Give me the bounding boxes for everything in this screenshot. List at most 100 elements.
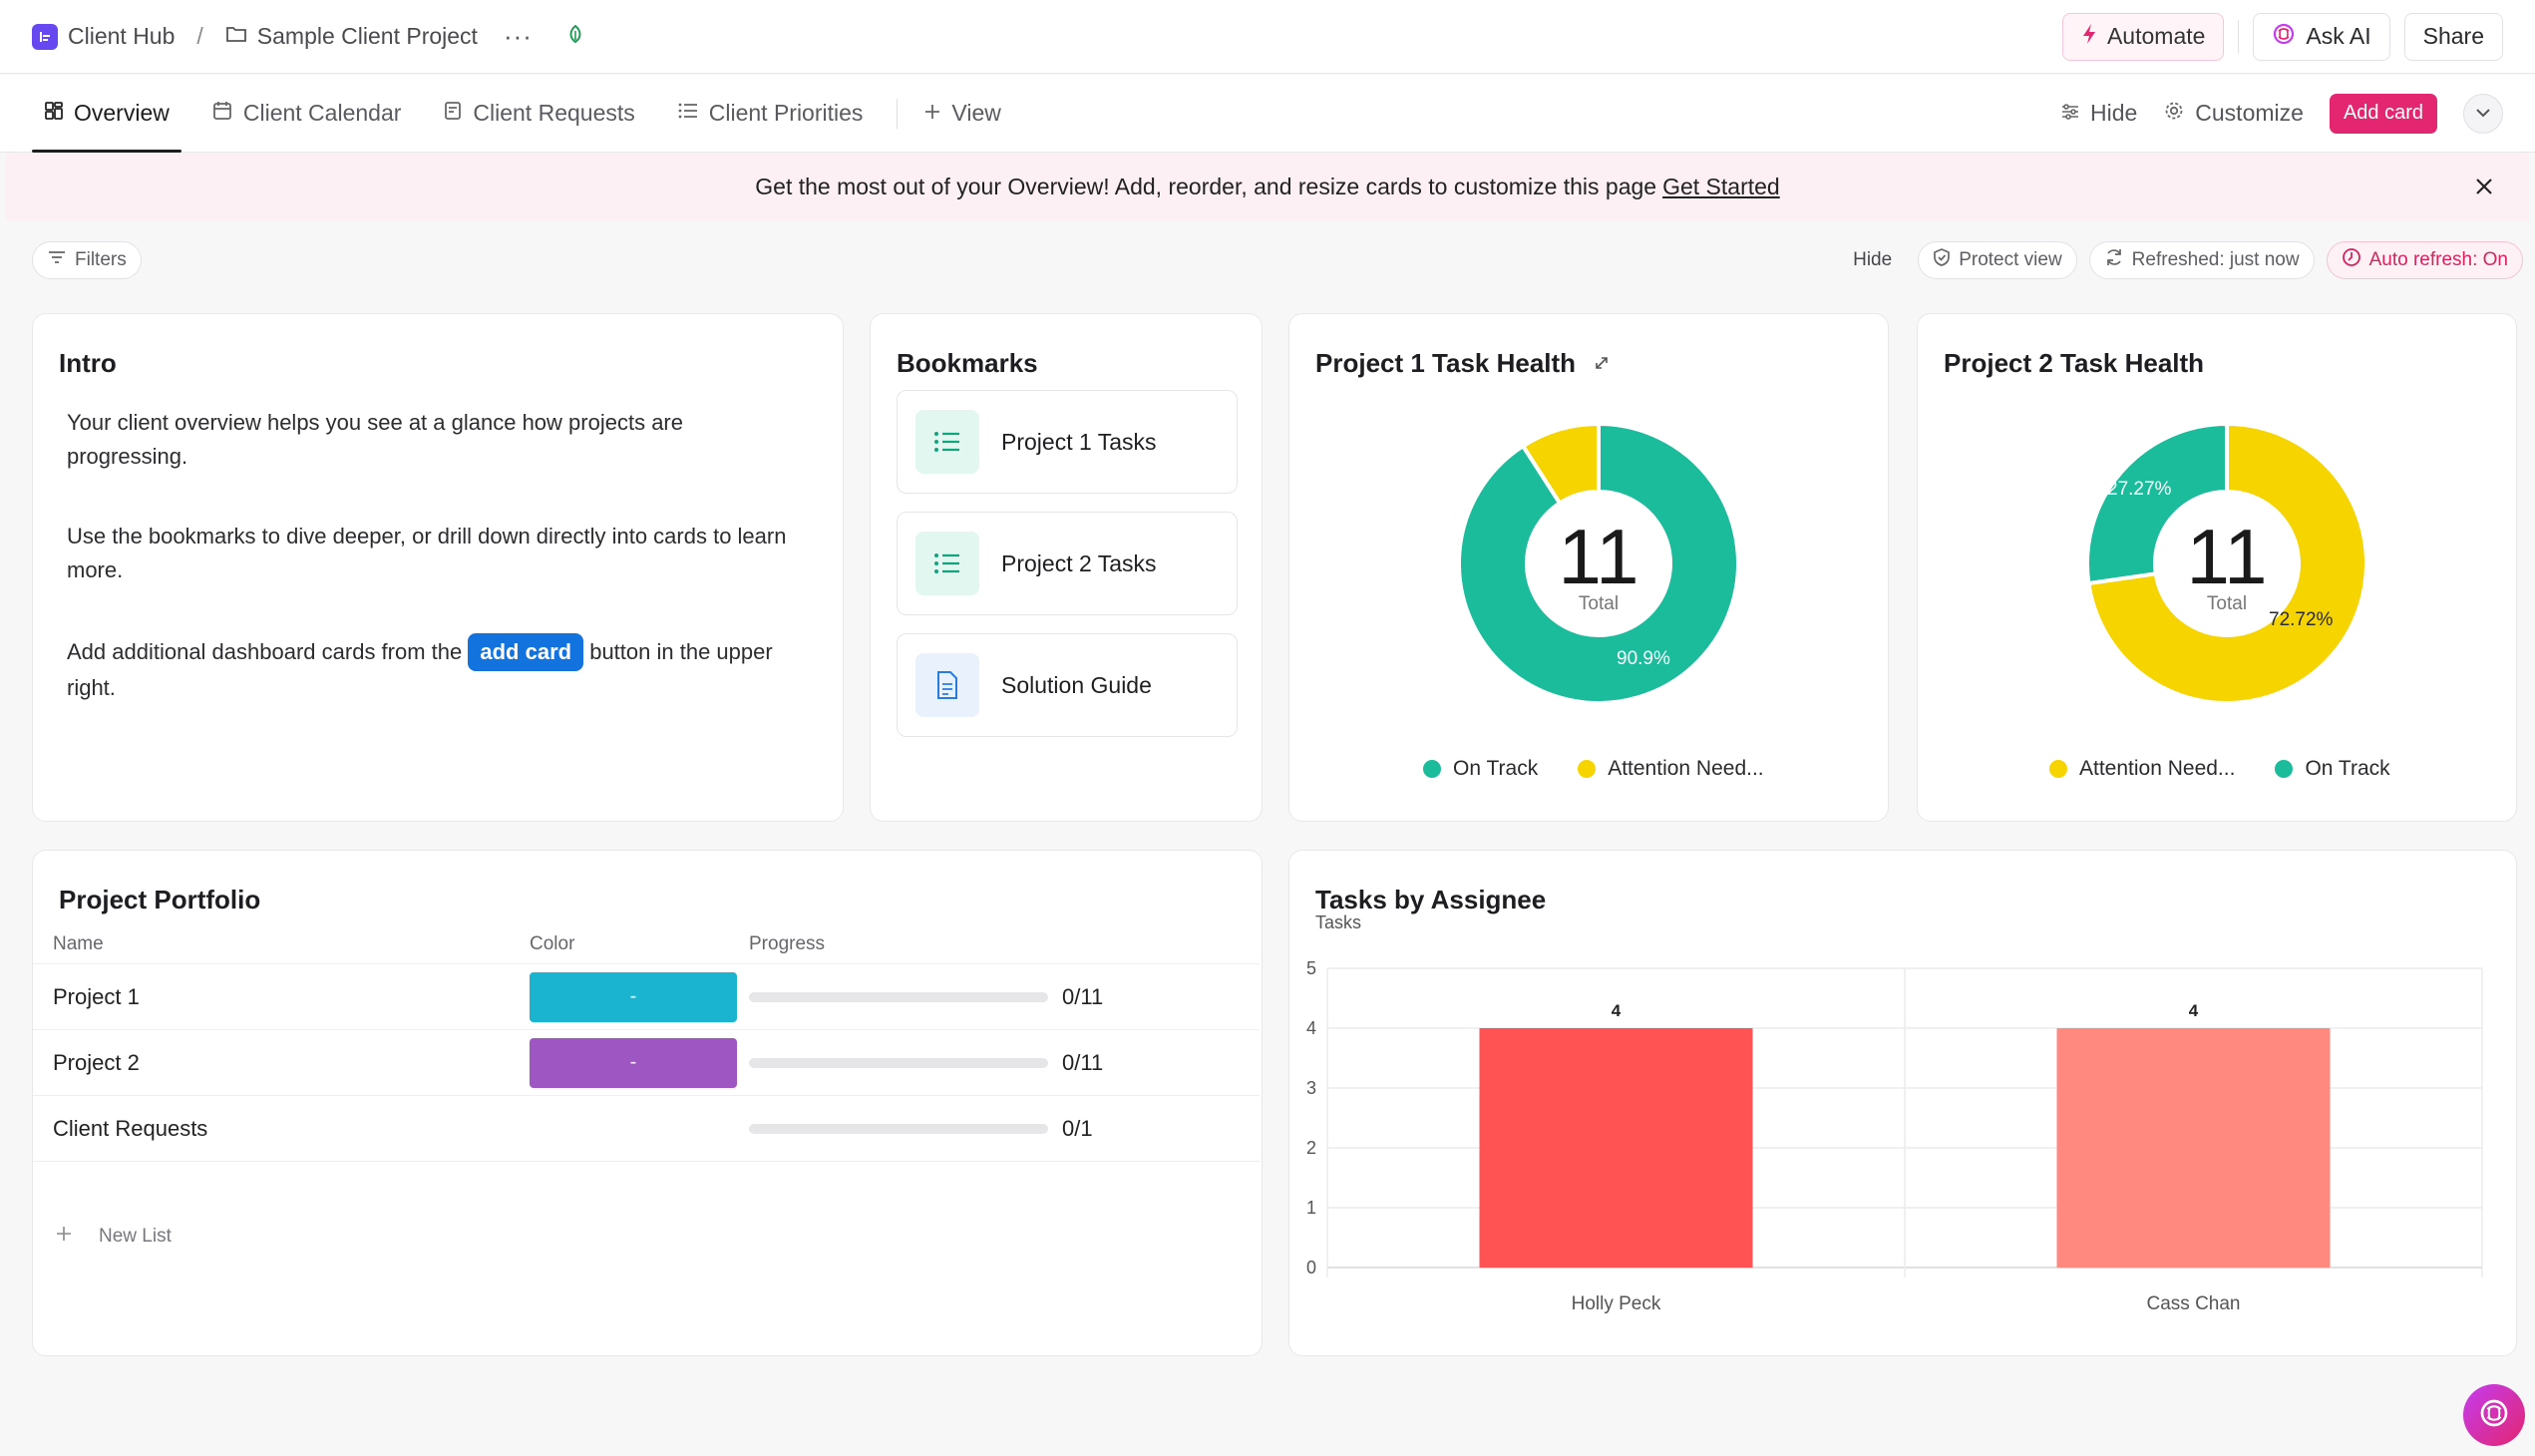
protect-view-button[interactable]: Protect view [1918,241,2077,279]
table-row[interactable]: Project 1 - 0/11 [33,964,1260,1030]
progress-bar [749,991,1048,1002]
row-name[interactable]: Project 1 [53,983,140,1009]
share-button[interactable]: Share [2403,12,2503,61]
divider [2238,19,2240,54]
customize-button[interactable]: Customize [2163,100,2304,128]
ask-ai-label: Ask AI [2306,23,2371,49]
legend-label: On Track [1453,757,1539,780]
tip-banner: Get the most out of your Overview! Add, … [6,153,2529,220]
row-color: - [522,971,749,1022]
x-tick-label: Holly Peck [1572,1293,1661,1314]
expand-icon[interactable] [1593,354,1611,377]
slice-label-attention: 72.72% [2269,609,2334,630]
legend-item-attention[interactable]: Attention Need... [2049,757,2235,781]
donut-total-label: Total [1579,593,1619,614]
tab-client-requests[interactable]: Client Requests [431,75,646,152]
donut-slice-attention-need[interactable] [1520,421,1601,507]
donut-chart-project-2: 11 Total 27.27% 72.72% [2077,414,2376,713]
plus-icon [55,1225,73,1249]
auto-refresh-toggle[interactable]: Auto refresh: On [2326,241,2523,279]
donut-slices [1457,421,1740,705]
color-swatch[interactable]: - [530,1037,737,1088]
get-started-link[interactable]: Get Started [1662,173,1780,199]
tabs-divider [897,98,899,129]
calendar-icon [211,100,233,128]
hide-button[interactable]: Hide [2060,100,2137,127]
ai-assistant-button[interactable] [2463,1384,2525,1446]
gear-icon [2163,100,2185,128]
tab-client-calendar[interactable]: Client Calendar [199,75,414,152]
list-icon [915,532,979,595]
share-label: Share [2422,23,2484,49]
bookmark-project-1-tasks[interactable]: Project 1 Tasks [897,390,1238,494]
legend-label: Attention Need... [2079,757,2236,780]
row-progress: 0/11 [749,1050,1248,1076]
top-bar: Client Hub / Sample Client Project ··· A… [0,0,2535,74]
progress-value: 0/11 [1062,1049,1104,1075]
bar-cass-chan[interactable] [2056,1028,2331,1268]
row-progress: 0/1 [749,1116,1248,1142]
y-tick-label: 2 [1306,1138,1316,1158]
folder-icon [225,23,247,50]
health2-title: Project 2 Task Health [1944,348,2205,378]
lightning-icon [2081,23,2097,51]
add-view-button[interactable]: View [911,75,1012,152]
document-icon [915,653,979,717]
portfolio-table: Name Color Progress Project 1 - 0/11 Pro… [33,924,1260,1162]
legend-dot [1423,760,1441,778]
more-options-icon[interactable]: ··· [503,21,533,51]
banner-text: Get the most out of your Overview! Add, … [755,173,1657,199]
row-name[interactable]: Project 2 [53,1049,140,1075]
breadcrumb-project[interactable]: Sample Client Project [256,23,478,49]
add-card-button[interactable]: Add card [2329,93,2437,134]
column-header-progress[interactable]: Progress [749,932,826,954]
intro-title: Intro [59,348,117,378]
bar-holly-peck[interactable] [1479,1028,1753,1268]
donut-chart-project-1: 11 Total 90.9% [1449,414,1748,713]
status-leaf-icon[interactable] [564,23,586,51]
project-portfolio-card: Project Portfolio Name Color Progress Pr… [32,850,1263,1356]
row-name[interactable]: Client Requests [53,1115,208,1141]
filters-label: Filters [75,249,127,270]
tab-client-calendar-label: Client Calendar [242,100,402,126]
refresh-button[interactable]: Refreshed: just now [2088,241,2315,279]
refreshed-label: Refreshed: just now [2131,249,2300,270]
breadcrumb-client-hub[interactable]: Client Hub [68,23,176,49]
progress-bar [749,1123,1048,1134]
donut-slice-on-track[interactable] [2085,421,2229,586]
table-row[interactable]: Client Requests 0/1 [33,1096,1260,1162]
legend-item-on-track[interactable]: On Track [2275,757,2390,781]
column-header-color[interactable]: Color [530,932,575,954]
tab-overview[interactable]: Overview [32,75,181,153]
y-tick-label: 3 [1306,1078,1316,1098]
bookmark-project-2-tasks[interactable]: Project 2 Tasks [897,512,1238,615]
bar-chart: Tasks 0 1 2 3 4 5 4 Holly Peck 4 Cass Chan [1306,912,2483,1314]
donut-slice-on-track[interactable] [1457,421,1740,705]
collapse-header-button[interactable] [2463,93,2503,134]
legend-dot [2275,760,2294,778]
y-tick-label: 4 [1306,1018,1316,1038]
donut-slice-attention-need[interactable] [2086,421,2368,705]
ai-brain-icon [2272,22,2296,52]
table-row[interactable]: Project 2 - 0/11 [33,1030,1260,1096]
bookmark-solution-guide[interactable]: Solution Guide [897,633,1238,737]
ask-ai-button[interactable]: Ask AI [2253,12,2390,61]
new-list-button[interactable]: New List [55,1225,172,1249]
legend-item-on-track[interactable]: On Track [1423,757,1538,781]
color-swatch[interactable]: - [530,971,737,1022]
donut-svg: 11 Total 27.27% 72.72% [2085,421,2368,705]
intro-p3-after: button in the upper right. [67,639,773,700]
legend-item-attention[interactable]: Attention Need... [1578,757,1764,781]
hide-filters-button[interactable]: Hide [1853,249,1893,270]
add-card-pill[interactable]: add card [468,633,584,671]
clock-icon [2342,247,2361,273]
column-header-name[interactable]: Name [53,932,104,954]
donut-total: 11 [2187,513,2268,600]
bar-value-label: 4 [1612,1001,1622,1020]
close-icon[interactable] [2469,172,2499,201]
filters-button[interactable]: Filters [32,241,142,279]
tab-client-priorities[interactable]: Client Priorities [665,75,876,152]
intro-paragraph-2: Use the bookmarks to dive deeper, or dri… [67,524,787,582]
automate-button[interactable]: Automate [2061,12,2225,61]
legend-dot [1578,760,1597,778]
